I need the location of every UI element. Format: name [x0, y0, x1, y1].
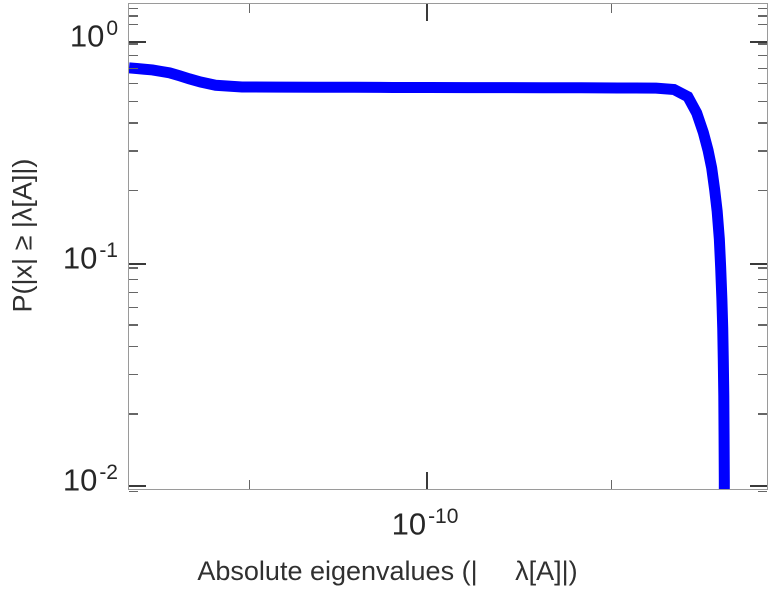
x-major-tick-top-0	[426, 4, 428, 21]
y-tick-mantissa: 10	[69, 18, 105, 54]
y-minor-tick-right	[758, 67, 767, 70]
y-minor-tick	[129, 7, 138, 10]
y-minor-tick	[129, 491, 138, 493]
y-major-tick-1	[129, 263, 146, 265]
y-tick-label-2: 10-2	[0, 462, 118, 495]
y-minor-tick	[129, 373, 138, 376]
y-minor-tick-right	[758, 491, 767, 493]
y-tick-label-0: 100	[0, 18, 118, 51]
y-minor-tick-right	[758, 150, 767, 152]
data-series-layer	[129, 4, 767, 489]
y-minor-tick-right	[758, 278, 767, 281]
y-minor-tick-right	[758, 346, 767, 348]
y-minor-tick	[129, 413, 138, 415]
x-minor-tick-2	[611, 480, 613, 489]
y-major-tick-right-2	[750, 485, 767, 487]
y-minor-tick-right	[758, 267, 767, 269]
y-minor-tick-right	[758, 82, 767, 85]
y-minor-tick	[129, 306, 138, 308]
ccdf-curve	[129, 62, 730, 489]
x-minor-tick-top-1	[249, 4, 251, 13]
y-minor-tick	[129, 278, 138, 281]
y-minor-tick-right	[758, 324, 767, 326]
y-minor-tick-right	[758, 15, 767, 17]
y-minor-tick	[129, 23, 138, 26]
y-minor-tick	[129, 189, 138, 191]
y-minor-tick	[129, 150, 138, 152]
x-tick-label-0: 10-10	[392, 506, 459, 539]
y-minor-tick	[129, 43, 138, 45]
y-minor-tick-right	[758, 306, 767, 308]
y-tick-mantissa: 10	[62, 240, 98, 276]
y-minor-tick-right	[758, 373, 767, 376]
y-minor-tick-right	[758, 23, 767, 26]
y-minor-tick	[129, 100, 138, 102]
x-minor-tick-1	[249, 480, 251, 489]
y-tick-label-1: 10-1	[0, 240, 118, 273]
y-minor-tick	[129, 346, 138, 348]
y-minor-tick	[129, 122, 138, 124]
y-minor-tick-right	[758, 291, 767, 294]
y-minor-tick	[129, 324, 138, 326]
x-axis-title: Absolute eigenvalues (| λ[A]|)	[197, 556, 578, 586]
y-minor-tick-right	[758, 413, 767, 415]
x-major-tick-0	[426, 472, 428, 489]
y-minor-tick	[129, 15, 138, 17]
y-minor-tick	[129, 54, 138, 57]
y-tick-exponent: 0	[106, 17, 118, 40]
y-tick-exponent: -2	[99, 461, 118, 484]
y-minor-tick	[129, 82, 138, 85]
y-minor-tick-right	[758, 100, 767, 102]
y-major-tick-right-0	[750, 41, 767, 43]
x-tick-exponent: -10	[428, 505, 459, 528]
y-major-tick-0	[129, 41, 146, 43]
y-minor-tick	[129, 291, 138, 294]
y-minor-tick-right	[758, 7, 767, 10]
y-minor-tick-right	[758, 122, 767, 124]
y-minor-tick	[129, 67, 138, 70]
y-axis-title: P(|x| ≥ |λ[A]|)	[7, 158, 38, 313]
y-major-tick-2	[129, 485, 146, 487]
y-tick-mantissa: 10	[62, 462, 98, 498]
plot-area	[128, 3, 768, 493]
y-minor-tick-right	[758, 189, 767, 191]
x-tick-mantissa: 10	[391, 506, 427, 542]
series-line-0	[129, 62, 730, 489]
y-minor-tick	[129, 267, 138, 269]
y-minor-tick-right	[758, 43, 767, 45]
x-minor-tick-top-2	[611, 4, 613, 13]
y-minor-tick-right	[758, 54, 767, 57]
y-tick-exponent: -1	[99, 239, 118, 262]
y-major-tick-right-1	[750, 263, 767, 265]
